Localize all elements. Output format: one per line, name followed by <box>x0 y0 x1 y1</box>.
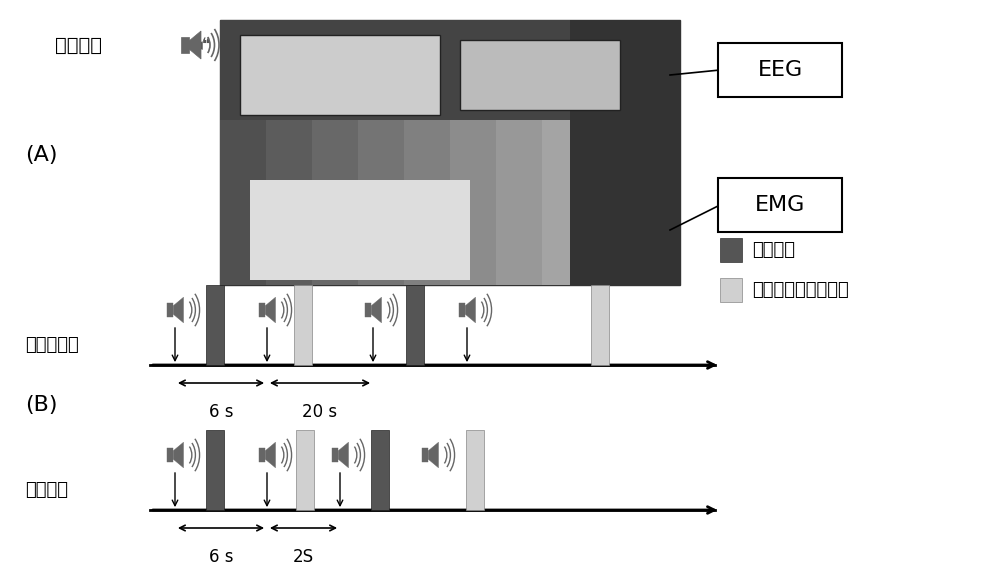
Bar <box>258 303 265 317</box>
Bar <box>588 20 634 285</box>
Text: 休息并记录疲劳指数: 休息并记录疲劳指数 <box>752 281 849 299</box>
Bar <box>220 20 680 285</box>
Bar <box>220 20 680 120</box>
Bar <box>634 20 680 285</box>
Bar <box>466 430 484 510</box>
Bar <box>250 180 470 280</box>
Bar <box>542 20 588 285</box>
Bar <box>206 285 224 365</box>
Polygon shape <box>371 297 382 323</box>
Polygon shape <box>338 442 349 468</box>
Bar <box>312 20 358 285</box>
Bar <box>181 37 189 53</box>
Bar <box>166 303 173 317</box>
Bar <box>422 448 428 462</box>
Text: 6 s: 6 s <box>209 403 233 421</box>
Text: EMG: EMG <box>755 195 805 215</box>
Text: 疲劳范式: 疲劳范式 <box>25 481 68 499</box>
Bar <box>496 20 542 285</box>
Text: 握力动作: 握力动作 <box>752 241 795 259</box>
Text: 非疲劳范式: 非疲劳范式 <box>25 336 79 354</box>
Text: ◄❝: ◄❝ <box>190 36 212 54</box>
Bar <box>720 238 742 262</box>
Bar <box>720 278 742 302</box>
Bar <box>206 430 224 510</box>
Polygon shape <box>189 31 201 59</box>
Bar <box>404 20 450 285</box>
Text: (A): (A) <box>25 145 58 165</box>
Text: (B): (B) <box>25 395 58 415</box>
Bar <box>458 303 465 317</box>
Polygon shape <box>265 442 276 468</box>
Bar <box>371 430 389 510</box>
Bar <box>358 20 404 285</box>
Bar <box>266 20 312 285</box>
Bar <box>406 285 424 365</box>
Polygon shape <box>428 442 438 468</box>
Text: EEG: EEG <box>757 60 803 80</box>
Text: 声音提示: 声音提示 <box>55 36 102 54</box>
Bar <box>258 448 265 462</box>
FancyBboxPatch shape <box>718 178 842 232</box>
Bar <box>296 430 314 510</box>
Text: 20 s: 20 s <box>302 403 338 421</box>
FancyBboxPatch shape <box>718 43 842 97</box>
Bar <box>450 20 496 285</box>
Polygon shape <box>265 297 276 323</box>
Bar <box>570 20 680 285</box>
Polygon shape <box>465 297 476 323</box>
Bar <box>166 448 173 462</box>
Polygon shape <box>173 442 184 468</box>
Polygon shape <box>173 297 184 323</box>
Bar <box>220 20 266 285</box>
Bar <box>240 35 440 115</box>
Bar <box>332 448 338 462</box>
Text: 2S: 2S <box>293 548 314 566</box>
Bar <box>294 285 312 365</box>
Bar <box>591 285 609 365</box>
Bar <box>460 40 620 110</box>
Text: 6 s: 6 s <box>209 548 233 566</box>
Bar <box>364 303 371 317</box>
